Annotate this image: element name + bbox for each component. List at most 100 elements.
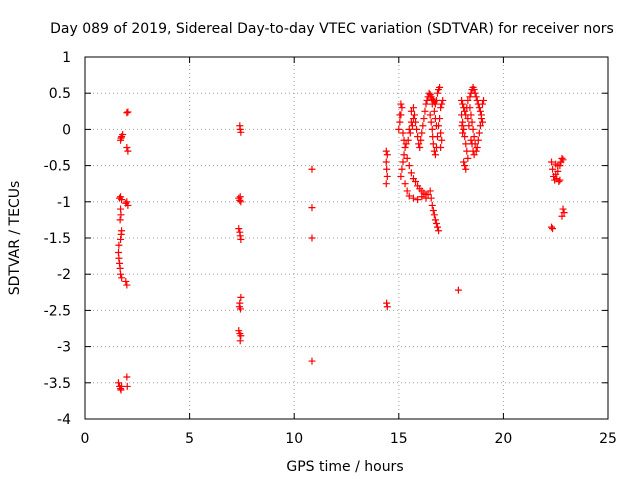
data-point (426, 187, 434, 195)
data-point (124, 147, 132, 155)
data-point (467, 136, 475, 144)
data-point (405, 192, 413, 200)
data-point (429, 140, 437, 148)
data-point (559, 156, 567, 164)
data-point (383, 165, 391, 173)
data-point (408, 122, 416, 130)
data-point (458, 122, 466, 130)
data-point (402, 140, 410, 148)
data-point (468, 118, 476, 126)
data-point (429, 206, 437, 214)
data-point (308, 357, 316, 365)
data-point (461, 133, 469, 141)
data-point (475, 104, 483, 112)
data-point (308, 165, 316, 173)
data-point (124, 108, 132, 116)
data-point (236, 305, 244, 313)
data-point (405, 125, 413, 133)
data-point (382, 147, 390, 155)
data-point (431, 115, 439, 123)
data-point (427, 118, 435, 126)
data-point (118, 274, 126, 282)
data-point (383, 151, 391, 159)
data-point (122, 277, 130, 285)
data-point (382, 158, 390, 166)
data-point (117, 134, 125, 142)
data-point (437, 104, 445, 112)
data-point (559, 205, 567, 213)
data-point (460, 158, 468, 166)
data-point (401, 144, 409, 151)
data-point (464, 154, 472, 162)
data-point (237, 332, 245, 340)
data-point (548, 158, 556, 166)
data-point (235, 225, 243, 233)
data-point (462, 140, 470, 148)
data-point (116, 259, 124, 267)
data-point (471, 89, 479, 97)
data-point (480, 96, 488, 104)
data-point (410, 111, 418, 119)
data-point (396, 111, 404, 119)
data-point (396, 118, 404, 126)
data-point (420, 115, 428, 123)
data-point (476, 107, 484, 115)
data-point (117, 270, 125, 278)
data-point (473, 144, 481, 151)
data-point (434, 133, 442, 141)
data-point (415, 140, 423, 148)
data-point (115, 241, 123, 249)
data-point (413, 125, 421, 133)
y-tick-labels: 1 0.5 0 -0.5 -1 -1.5 -2 -2.5 -3 -3.5 -4 (44, 50, 71, 428)
data-point (434, 223, 442, 231)
data-point (438, 100, 446, 108)
data-point (428, 100, 436, 108)
data-point (417, 136, 425, 144)
data-point (438, 136, 446, 144)
data-point (119, 130, 127, 138)
y-tick-label: -4 (57, 412, 71, 428)
data-point (116, 216, 124, 224)
data-point (398, 104, 406, 112)
data-point (428, 125, 436, 133)
data-point (458, 111, 466, 119)
data-points-layer (114, 83, 568, 394)
data-point (400, 151, 408, 159)
data-point (407, 169, 415, 177)
data-point (560, 209, 568, 217)
y-tick-label: 0.5 (49, 86, 71, 102)
grid-layer (85, 57, 608, 419)
y-tick-label: -1.5 (44, 231, 71, 247)
data-point (437, 144, 445, 151)
data-point (472, 93, 480, 101)
data-point (426, 111, 434, 119)
data-point (409, 104, 417, 112)
x-axis-label: GPS time / hours (286, 459, 403, 475)
data-point (459, 118, 467, 126)
data-point (123, 144, 131, 151)
data-point (466, 104, 474, 112)
data-point (558, 212, 566, 220)
data-point (383, 299, 391, 307)
data-point (466, 93, 474, 101)
x-tick-label: 15 (390, 431, 408, 447)
data-point (430, 107, 438, 115)
data-point (407, 107, 415, 115)
data-point (117, 211, 125, 219)
data-point (439, 96, 447, 104)
y-tick-label: -3.5 (44, 376, 71, 392)
data-point (409, 115, 417, 123)
data-point (123, 382, 131, 390)
data-point (470, 86, 478, 94)
data-point (459, 129, 467, 137)
data-point (431, 216, 439, 224)
data-point (434, 89, 442, 97)
data-point (432, 122, 440, 130)
data-point (418, 129, 426, 137)
data-point (428, 201, 436, 209)
data-point (460, 125, 468, 133)
data-point (549, 225, 557, 233)
y-tick-label: -1 (57, 195, 71, 211)
